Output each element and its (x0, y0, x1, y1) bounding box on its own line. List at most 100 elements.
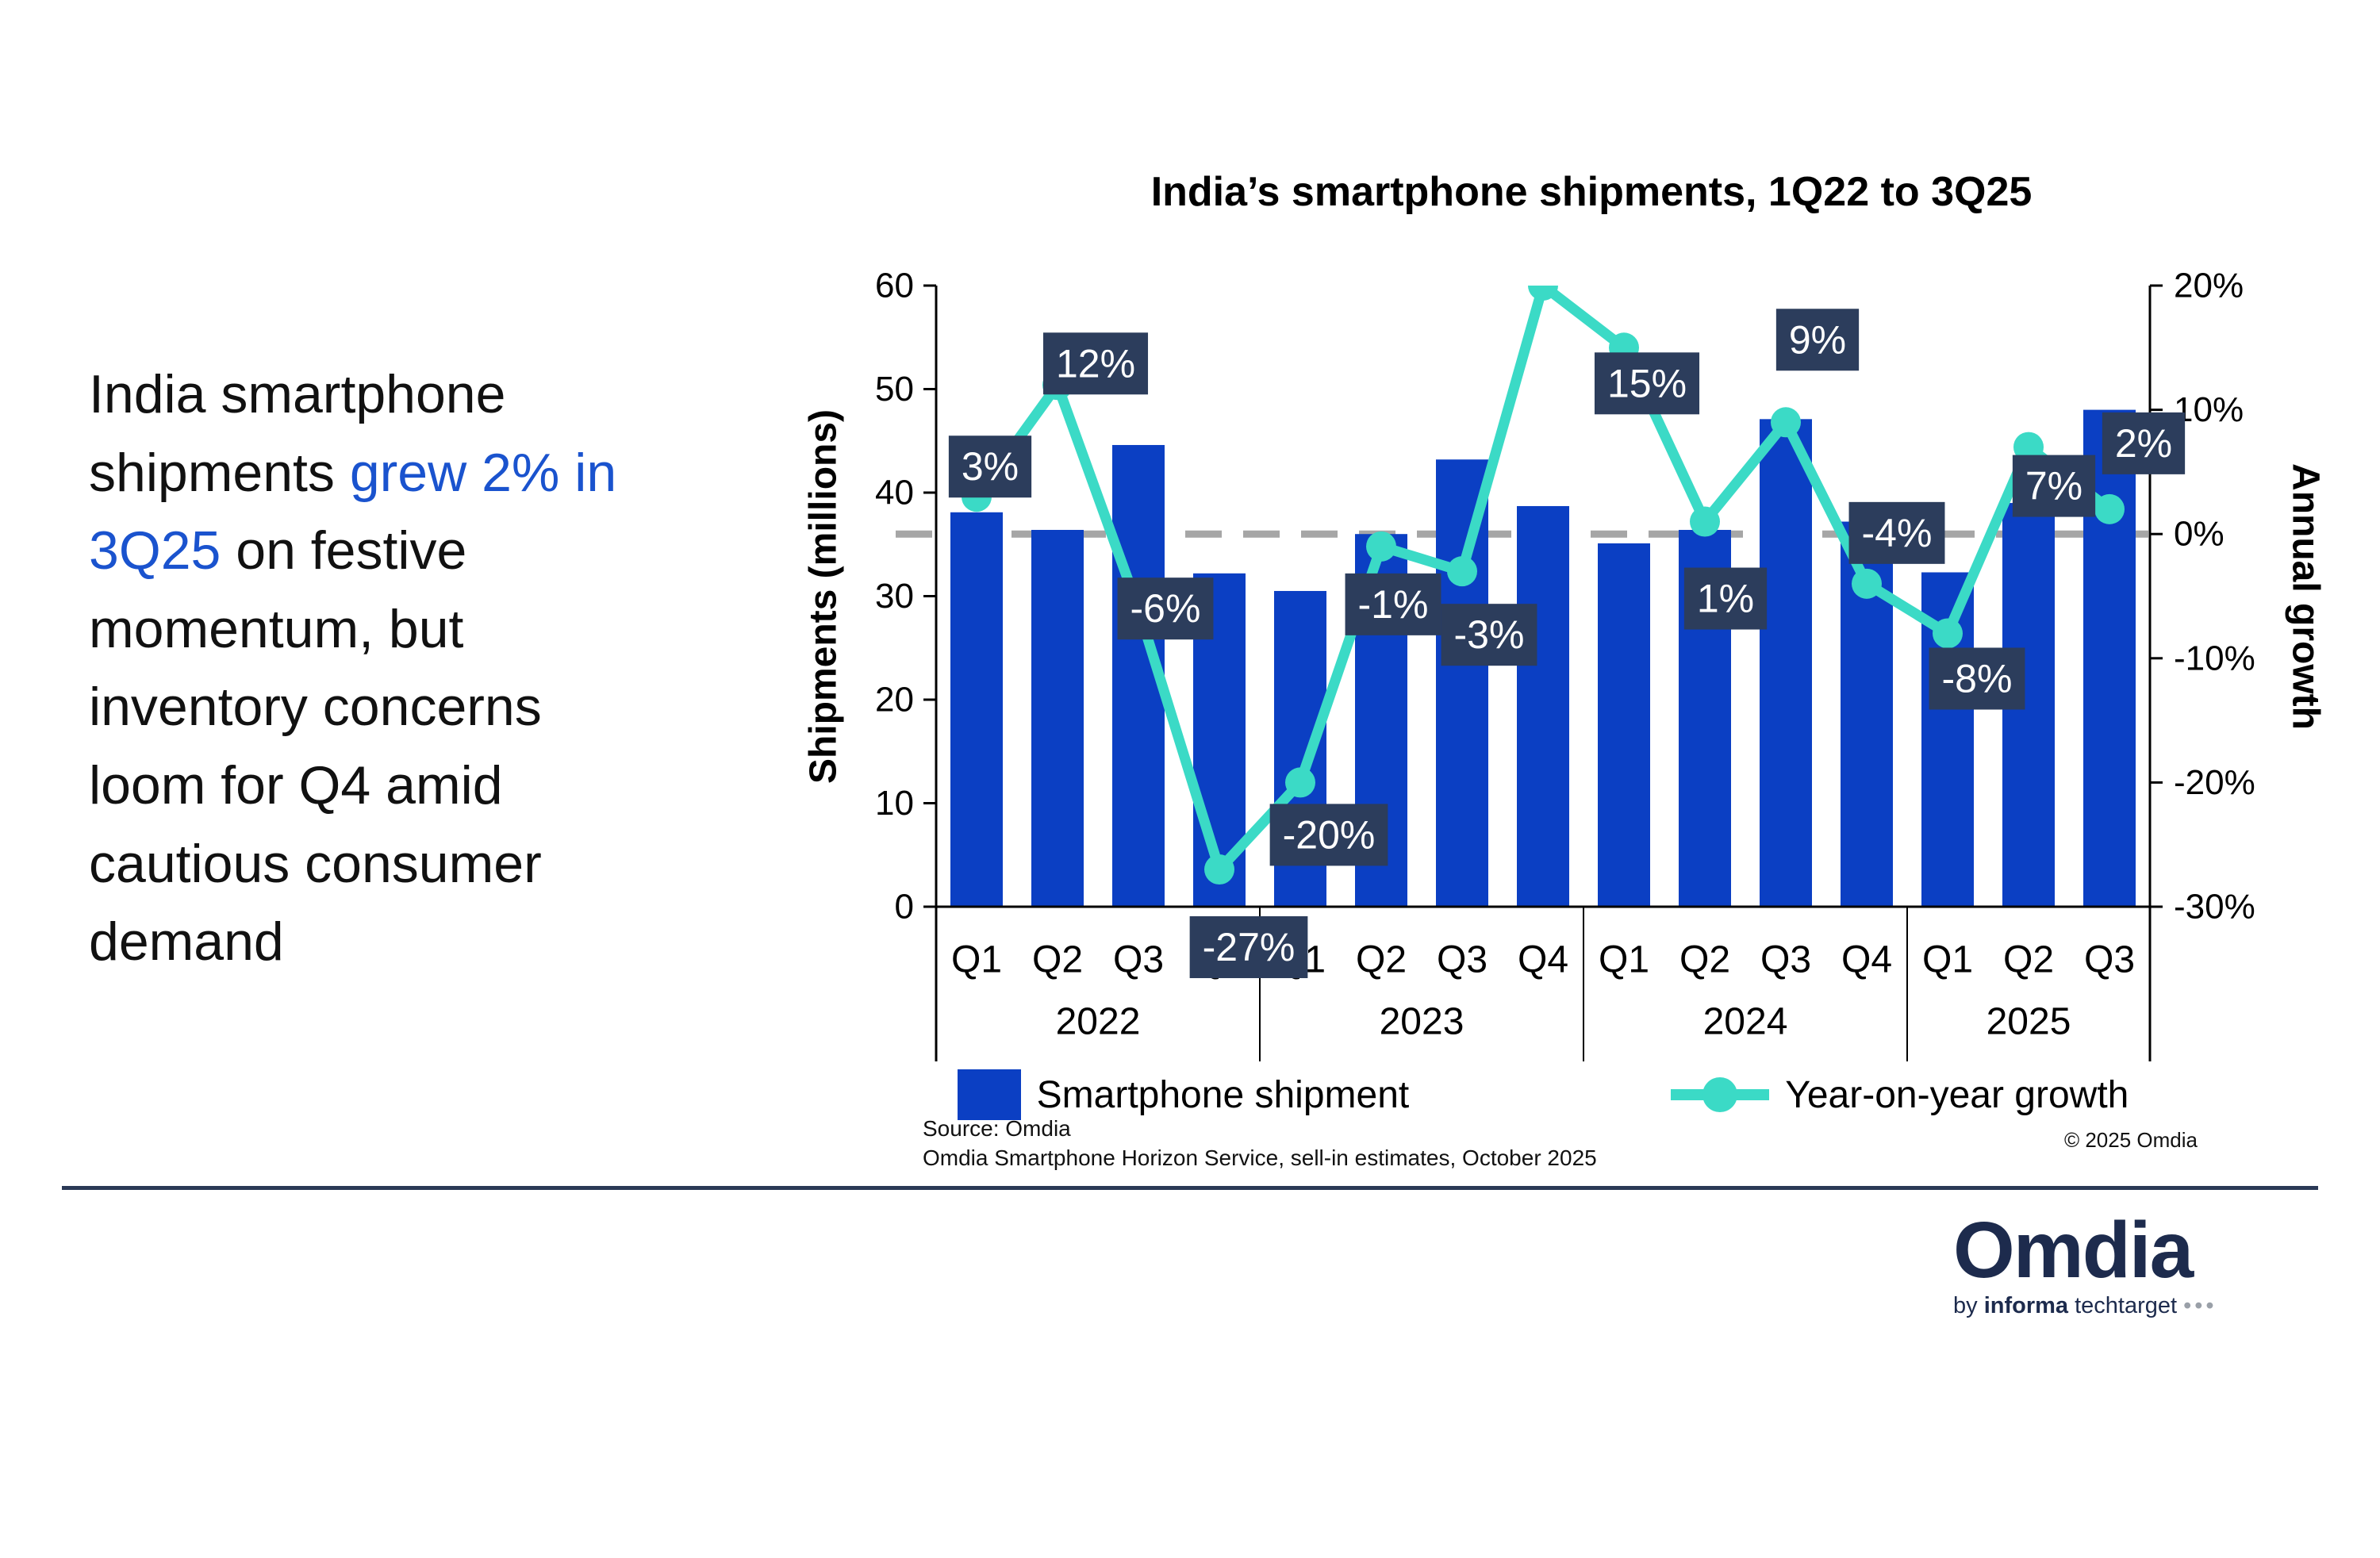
omdia-logo: Omdia by informa techtarget ••• (1953, 1211, 2217, 1319)
growth-label-box (1929, 647, 2025, 710)
legend-label-shipment: Smartphone shipment (1036, 1073, 1410, 1116)
growth-point-2025-Q3 (2094, 493, 2125, 524)
x-label-2022-Q1: Q1 (951, 939, 1002, 981)
bar-series-swatch-icon (957, 1069, 1021, 1120)
omdia-byline: by informa techtarget ••• (1953, 1293, 2217, 1319)
right-tick-label: -30% (2174, 888, 2255, 927)
growth-label-2023-Q2: -1% (1358, 582, 1429, 627)
legend-dot-icon (1702, 1077, 1738, 1112)
commentary-suffix: on festive momentum, but inventory conce… (89, 520, 542, 973)
growth-label-2025-Q2: 7% (2025, 464, 2082, 508)
growth-point-2023-Q1 (1285, 767, 1315, 798)
x-label-2025-Q1: Q1 (1922, 939, 1973, 981)
x-label-2023-Q2: Q2 (1356, 939, 1407, 981)
growth-label-box (1594, 352, 1700, 415)
x-label-2023-Q4: Q4 (1518, 939, 1568, 981)
right-tick-label: 20% (2174, 267, 2244, 305)
growth-label-2022-Q1: 3% (962, 444, 1019, 489)
chart-legend: Smartphone shipment Year-on-year growth (936, 1069, 2150, 1120)
commentary-text: India smartphone shipments grew 2% in 3Q… (89, 355, 724, 981)
growth-label-2022-Q2: 12% (1056, 341, 1135, 386)
x-label-2025-Q2: Q2 (2003, 939, 2054, 981)
left-tick-label: 10 (875, 784, 914, 823)
right-tick-label: -20% (2174, 763, 2255, 802)
growth-point-2024-Q3 (1771, 407, 1801, 438)
growth-label-2023-Q1: -20% (1283, 812, 1376, 857)
growth-label-box (1775, 309, 1860, 371)
byline-by: by (1953, 1293, 1984, 1318)
commentary-prefix: India smartphone shipments (89, 364, 506, 503)
bar-2022-Q2 (1031, 529, 1084, 907)
growth-label-2022-Q3: -6% (1130, 586, 1201, 631)
growth-label-2022-Q4: -27% (1203, 925, 1296, 969)
left-tick-label: 30 (875, 577, 914, 616)
x-label-2025-Q3: Q3 (2084, 939, 2135, 981)
x-label-2024-Q1: Q1 (1599, 939, 1649, 981)
growth-label-box (1441, 604, 1537, 666)
growth-label-2023-Q3: -3% (1454, 612, 1525, 657)
chart-title: India’s smartphone shipments, 1Q22 to 3Q… (1150, 169, 2033, 215)
source-line-1: Source: Omdia (923, 1116, 1071, 1141)
left-tick-label: 50 (875, 370, 914, 409)
growth-point-2024-Q2 (1690, 506, 1720, 537)
commentary-highlight: grew 2% in 3Q25 (89, 442, 617, 581)
x-year-2023: 2023 (1380, 1001, 1464, 1043)
growth-label-box (1683, 567, 1768, 630)
x-label-2024-Q3: Q3 (1760, 939, 1811, 981)
growth-label-2025-Q1: -8% (1942, 656, 2013, 700)
left-tick-label: 20 (875, 681, 914, 720)
growth-point-2023-Q4 (1528, 286, 1558, 301)
left-tick-label: 40 (875, 474, 914, 512)
growth-label-2024-Q4: -4% (1862, 511, 1933, 555)
footer-divider (62, 1186, 2318, 1190)
growth-label-2024-Q1: 15% (1607, 361, 1687, 405)
legend-label-growth: Year-on-year growth (1785, 1073, 2129, 1116)
byline-rest: techtarget (2068, 1293, 2184, 1318)
growth-point-2025-Q1 (1933, 618, 1963, 649)
growth-label-box (1848, 501, 1945, 564)
byline-dots-icon: ••• (2183, 1293, 2217, 1318)
line-series-marker-icon (1671, 1076, 1770, 1113)
left-tick-label: 0 (895, 888, 914, 927)
source-note: Source: Omdia Omdia Smartphone Horizon S… (923, 1114, 1597, 1172)
growth-label-box (1042, 332, 1149, 395)
growth-point-2025-Q2 (2013, 432, 2044, 462)
x-label-2024-Q4: Q4 (1841, 939, 1892, 981)
growth-line (972, 286, 2113, 875)
growth-label-2024-Q2: 1% (1697, 577, 1754, 621)
growth-label-box (1189, 916, 1308, 979)
x-year-2022: 2022 (1056, 1001, 1141, 1043)
x-label-2023-Q3: Q3 (1437, 939, 1488, 981)
bar-2024-Q1 (1598, 543, 1650, 907)
growth-label-box (1345, 573, 1441, 635)
growth-point-2023-Q2 (1366, 531, 1396, 562)
x-label-2022-Q3: Q3 (1113, 939, 1164, 981)
right-tick-label: 10% (2174, 390, 2244, 429)
bar-2023-Q4 (1517, 505, 1569, 907)
growth-label-box (2102, 412, 2186, 474)
growth-label-box (1269, 804, 1388, 866)
right-tick-label: 0% (2174, 515, 2225, 554)
shipments-growth-chart: 0 10 20 30 40 50 60 20% 10% 0% -10% -20% -30% Q1 Q2 Q3 Q… (875, 267, 2255, 1061)
growth-point-2024-Q4 (1852, 568, 1882, 599)
growth-label-2025-Q3: 2% (2115, 421, 2172, 466)
growth-label-2024-Q3: 9% (1789, 317, 1846, 362)
omdia-logo-text: Omdia by informa techtarget ••• (1953, 1211, 2217, 1319)
growth-label-box (948, 436, 1032, 498)
byline-informa: informa (1983, 1293, 2069, 1318)
growth-point-2023-Q3 (1447, 556, 1477, 587)
x-label-2022-Q2: Q2 (1032, 939, 1083, 981)
growth-point-2022-Q4 (1204, 854, 1234, 885)
bar-2022-Q1 (950, 512, 1003, 907)
x-label-2024-Q2: Q2 (1679, 939, 1730, 981)
bar-2023-Q3 (1436, 459, 1488, 907)
legend-item-shipment: Smartphone shipment (957, 1069, 1410, 1120)
legend-item-growth: Year-on-year growth (1671, 1073, 2129, 1117)
x-year-2025: 2025 (1987, 1001, 2071, 1043)
right-tick-label: -10% (2174, 639, 2255, 677)
growth-label-box (1117, 578, 1214, 640)
left-tick-label: 60 (875, 267, 914, 305)
source-line-2: Omdia Smartphone Horizon Service, sell-i… (923, 1145, 1597, 1170)
growth-label-box (2012, 455, 2096, 517)
omdia-wordmark: Omdia (1953, 1206, 2194, 1295)
